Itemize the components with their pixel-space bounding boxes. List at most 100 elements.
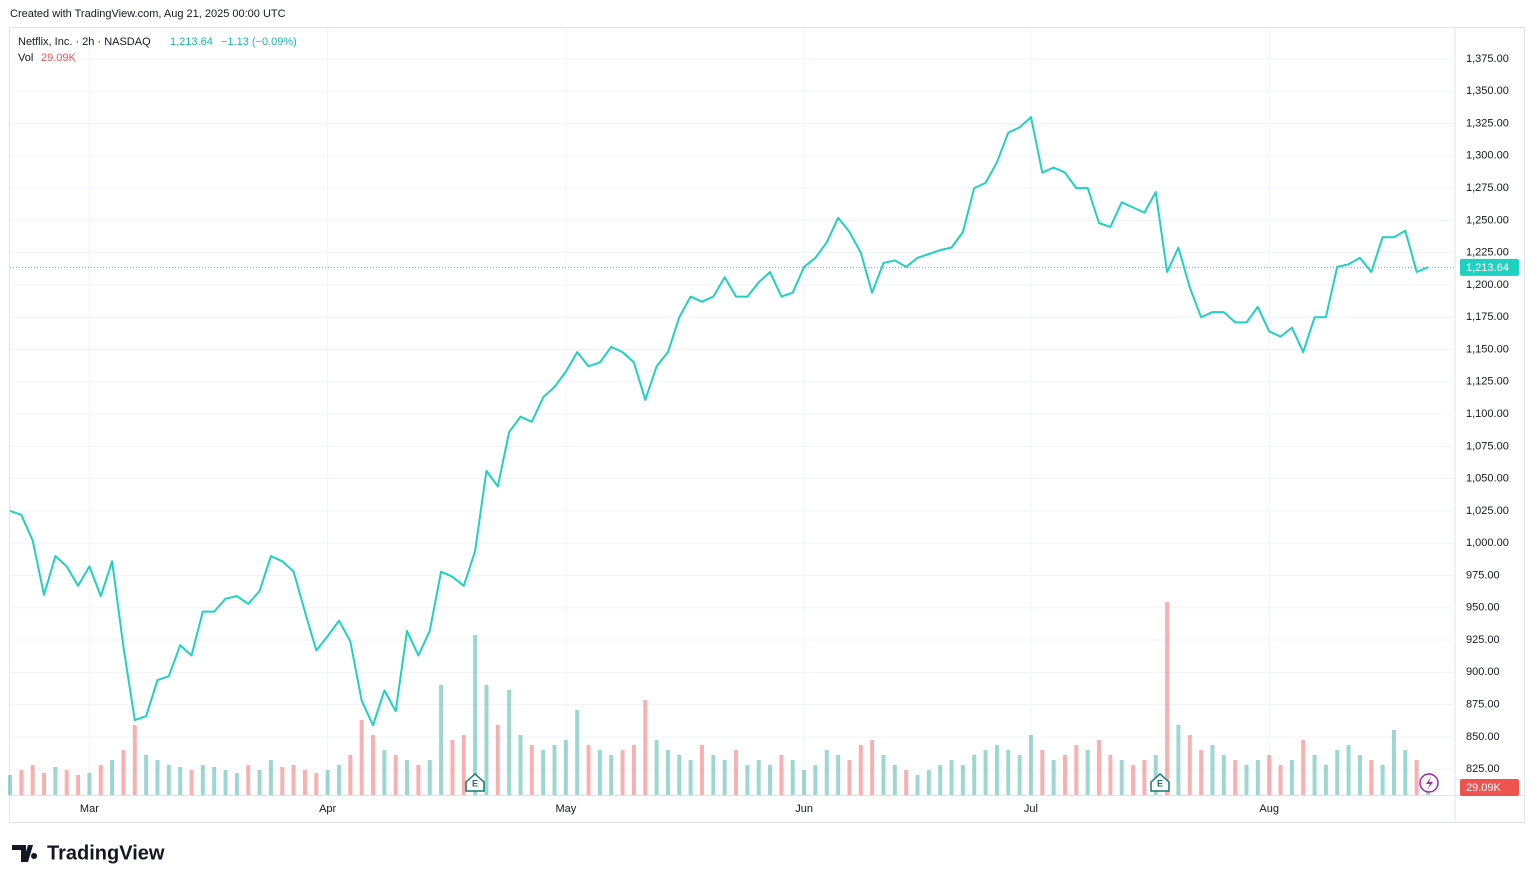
volume-bar: [858, 745, 863, 795]
y-tick-label: 1,000.00: [1466, 537, 1509, 549]
y-tick-label: 1,275.00: [1466, 182, 1509, 194]
volume-bar: [892, 765, 897, 795]
volume-bar: [983, 750, 988, 795]
x-tick-label: Jun: [795, 803, 813, 815]
volume-bar: [1221, 755, 1226, 795]
y-tick-label: 1,350.00: [1466, 85, 1509, 97]
volume-bar: [518, 735, 523, 795]
volume-bar: [688, 760, 693, 795]
volume-bar: [1244, 765, 1249, 795]
logo: TradingView: [12, 842, 165, 864]
volume-bar: [30, 765, 35, 795]
y-tick-label: 825.00: [1466, 763, 1500, 775]
volume-bar: [1165, 602, 1170, 795]
x-tick-label: Mar: [80, 803, 99, 815]
volume-bar: [144, 755, 149, 795]
volume-bar: [541, 750, 546, 795]
y-tick-label: 1,200.00: [1466, 279, 1509, 291]
volume-bar: [654, 740, 659, 795]
volume-bar: [994, 745, 999, 795]
volume-bar: [1289, 760, 1294, 795]
volume-bar: [348, 755, 353, 795]
x-tick-label: May: [555, 803, 576, 815]
volume-bar: [926, 770, 931, 795]
volume-bar: [1380, 765, 1385, 795]
volume-bar: [132, 725, 137, 795]
y-tick-label: 950.00: [1466, 602, 1500, 614]
brand: TradingView: [47, 842, 165, 864]
volume-bar: [53, 767, 58, 795]
volume-bar: [1108, 755, 1113, 795]
volume-bar: [1335, 750, 1340, 795]
volume-tag-label: 29.09K: [1466, 782, 1502, 794]
volume-bar: [1233, 760, 1238, 795]
volume-bar: [405, 760, 410, 795]
volume-bar: [371, 735, 376, 795]
volume-bar: [575, 710, 580, 795]
volume-name: Vol: [18, 52, 33, 64]
volume-bar: [938, 765, 943, 795]
volume-bar: [779, 755, 784, 795]
volume-bar: [64, 770, 69, 795]
volume-bar: [1153, 755, 1158, 795]
y-tick-label: 1,225.00: [1466, 247, 1509, 259]
volume-bar: [1199, 750, 1204, 795]
y-tick-label: 1,125.00: [1466, 376, 1509, 388]
volume-bar: [450, 740, 455, 795]
volume-bar: [1040, 750, 1045, 795]
volume-bar: [382, 750, 387, 795]
volume-bar: [1187, 735, 1192, 795]
volume-bar: [870, 740, 875, 795]
volume-bar: [189, 770, 194, 795]
volume-bar: [121, 750, 126, 795]
volume-bar: [1176, 725, 1181, 795]
volume-bar: [1051, 760, 1056, 795]
volume-bar: [904, 770, 909, 795]
y-tick-label: 1,250.00: [1466, 214, 1509, 226]
volume-bar: [42, 773, 47, 795]
volume-bar: [212, 767, 217, 795]
volume-bar: [1119, 760, 1124, 795]
volume-bar: [166, 765, 171, 795]
volume-bar: [495, 725, 500, 795]
price-change: −1.13 (−0.09%): [221, 36, 297, 48]
y-tick-label: 1,325.00: [1466, 117, 1509, 129]
volume-bar: [722, 760, 727, 795]
series: [9, 116, 1455, 727]
x-tick-label: Jul: [1024, 803, 1038, 815]
watermark: Created with TradingView.com, Aug 21, 20…: [10, 8, 286, 20]
volume-bar: [1062, 755, 1067, 795]
volume-bar: [155, 760, 160, 795]
volume-bar: [631, 745, 636, 795]
y-tick-label: 1,175.00: [1466, 311, 1509, 323]
volume-bar: [972, 755, 977, 795]
volume-bar: [427, 760, 432, 795]
volume-bars: [8, 602, 1430, 795]
x-tick-label: Aug: [1259, 803, 1279, 815]
volume-bar: [8, 775, 12, 795]
volume-bar: [620, 750, 625, 795]
price-line: [9, 116, 1429, 727]
volume-bar: [529, 745, 534, 795]
volume-bar: [597, 750, 602, 795]
volume-bar: [257, 770, 262, 795]
volume-bar: [393, 755, 398, 795]
volume-bar: [110, 760, 115, 795]
y-tick-label: 1,100.00: [1466, 408, 1509, 420]
volume-bar: [756, 760, 761, 795]
volume-bar: [439, 685, 444, 795]
chart-title: Netflix, Inc. · 2h · NASDAQ: [18, 36, 151, 48]
x-tick-label: Apr: [319, 803, 336, 815]
price-tag: [1460, 258, 1519, 276]
earnings-marker: E: [1150, 772, 1170, 792]
volume-bar: [734, 750, 739, 795]
volume-bar: [1028, 735, 1033, 795]
volume-bar: [1278, 765, 1283, 795]
volume-last: 29.09K: [41, 52, 77, 64]
volume-bar: [268, 760, 273, 795]
volume-bar: [1085, 750, 1090, 795]
volume-bar: [76, 775, 81, 795]
volume-bar: [1074, 745, 1079, 795]
volume-bar: [1369, 760, 1374, 795]
volume-bar: [1142, 760, 1147, 795]
